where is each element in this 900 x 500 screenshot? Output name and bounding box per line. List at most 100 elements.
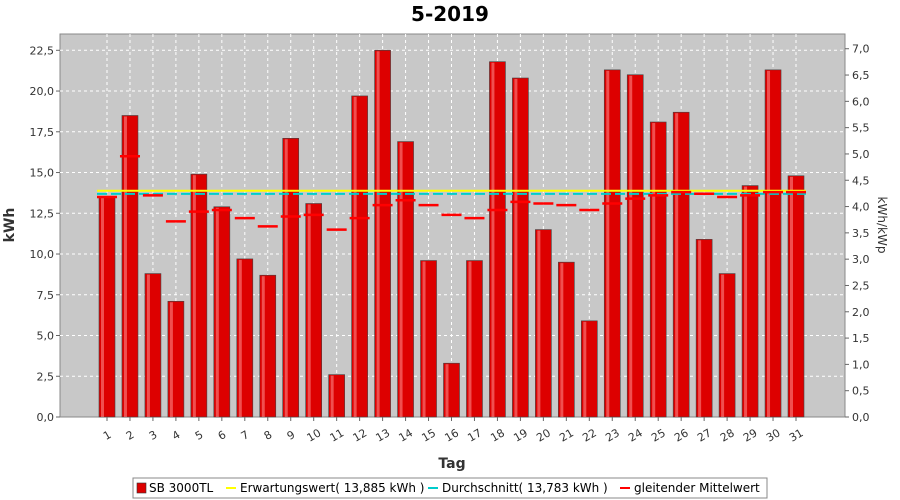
bar-highlight <box>675 113 679 417</box>
x-tick-label: 15 <box>419 426 438 444</box>
x-tick-label: 10 <box>305 426 324 444</box>
y-right-tick-label: 7,0 <box>852 43 870 56</box>
bar-highlight <box>491 62 495 417</box>
bar-highlight <box>468 261 472 417</box>
y-right-tick-label: 5,0 <box>852 148 870 161</box>
x-tick-label: 5 <box>193 428 206 443</box>
bar-highlight <box>192 175 196 417</box>
x-tick-label: 20 <box>534 426 553 444</box>
y-right-tick-label: 5,5 <box>852 122 870 135</box>
x-tick-label: 26 <box>672 426 691 444</box>
y-right-tick-label: 6,5 <box>852 69 870 82</box>
legend-swatch <box>136 482 147 494</box>
right-axis: 0,0 0,5 1,0 1,5 2,0 2,5 3,0 3,5 4,0 4,5 5,0 5,5 6,0 6… <box>845 43 870 424</box>
y-right-tick-label: 4,0 <box>852 201 870 214</box>
legend-label: SB 3000TL <box>149 481 214 495</box>
y-axis-label-right: kWh/kWp <box>875 197 889 254</box>
y-tick-label: 17,5 <box>30 126 55 139</box>
y-tick-label: 5,0 <box>37 330 55 343</box>
x-axis: 1 2 3 4 5 6 7 8 9 10 11 12 13 14 15 16 17 18 19 20 21 22 23 24 2… <box>101 417 806 445</box>
x-tick-label: 1 <box>101 428 114 443</box>
y-tick-label: 2,5 <box>37 370 55 383</box>
x-tick-label: 31 <box>787 426 806 444</box>
bar-highlight <box>376 51 380 417</box>
chart-title: 5-2019 <box>411 2 489 26</box>
bar-highlight <box>652 123 656 417</box>
y-right-tick-label: 0,0 <box>852 411 870 424</box>
x-tick-label: 23 <box>603 426 622 444</box>
x-tick-label: 12 <box>351 426 370 444</box>
x-tick-label: 16 <box>442 426 461 444</box>
legend-label: Durchschnitt( 13,783 kWh ) <box>442 481 608 495</box>
lines <box>97 154 806 231</box>
bar-highlight <box>583 321 587 417</box>
x-tick-label: 28 <box>718 426 737 444</box>
bar-highlight <box>767 70 771 417</box>
y-tick-label: 7,5 <box>37 289 55 302</box>
legend-box <box>132 477 768 499</box>
y-right-tick-label: 2,5 <box>852 279 870 292</box>
x-tick-label: 8 <box>262 428 275 443</box>
x-tick-label: 14 <box>397 426 416 444</box>
bar-highlight <box>399 142 403 417</box>
x-tick-label: 30 <box>764 426 783 444</box>
y-tick-label: 20,0 <box>30 85 55 98</box>
bar-highlight <box>744 186 748 417</box>
bar-highlight <box>560 263 564 417</box>
bar-highlight <box>146 274 150 417</box>
x-tick-label: 25 <box>649 426 668 444</box>
x-tick-label: 19 <box>511 426 530 444</box>
y-tick-label: 15,0 <box>30 167 55 180</box>
y-tick-label: 0,0 <box>37 411 55 424</box>
bar-highlight <box>261 276 265 417</box>
bar-highlight <box>169 302 173 417</box>
legend-label: Erwartungswert( 13,885 kWh ) <box>240 481 424 495</box>
y-right-tick-label: 3,5 <box>852 227 870 240</box>
y-right-tick-label: 0,5 <box>852 385 870 398</box>
x-tick-label: 29 <box>741 426 760 444</box>
y-right-tick-label: 1,5 <box>852 332 870 345</box>
left-axis: 0,0 2,5 5,0 7,5 10,0 12,5 15,0 17,5 20,0 22,5 <box>30 44 60 424</box>
bar-highlight <box>537 230 541 417</box>
y-right-tick-label: 3,0 <box>852 253 870 266</box>
y-tick-label: 12,5 <box>30 207 55 220</box>
x-tick-label: 2 <box>124 428 137 443</box>
legend-label: gleitender Mittelwert <box>634 481 760 495</box>
y-right-tick-label: 1,0 <box>852 358 870 371</box>
y-right-tick-label: 6,0 <box>852 95 870 108</box>
x-tick-label: 24 <box>626 426 645 444</box>
bar-highlight <box>284 139 288 417</box>
bar-highlight <box>307 204 311 417</box>
bar-highlight <box>123 116 127 417</box>
y-tick-label: 22,5 <box>30 44 55 57</box>
bar-highlight <box>629 75 633 417</box>
x-tick-label: 18 <box>488 426 507 444</box>
bar-highlight <box>215 207 219 417</box>
x-tick-label: 6 <box>216 428 229 443</box>
x-tick-label: 4 <box>170 428 183 443</box>
y-axis-label: kWh <box>2 208 18 243</box>
x-tick-label: 9 <box>285 428 298 443</box>
bar-highlight <box>698 240 702 417</box>
x-tick-label: 17 <box>465 426 484 444</box>
y-right-tick-label: 2,0 <box>852 306 870 319</box>
bar-highlight <box>790 176 793 417</box>
legend: SB 3000TL Erwartungswert( 13,885 kWh ) Dur… <box>132 477 768 499</box>
x-tick-label: 27 <box>695 426 714 444</box>
x-axis-label: Tag <box>438 456 465 472</box>
bar-highlight <box>514 79 518 417</box>
x-tick-label: 22 <box>580 426 599 444</box>
bar-highlight <box>101 197 104 417</box>
bar-highlight <box>330 375 334 417</box>
bar-highlight <box>422 261 426 417</box>
x-tick-label: 7 <box>239 428 252 443</box>
x-tick-label: 3 <box>147 428 160 443</box>
y-tick-label: 10,0 <box>30 248 55 261</box>
bar-highlight <box>606 70 610 417</box>
bar-highlight <box>721 274 725 417</box>
x-tick-label: 21 <box>557 426 576 444</box>
bar-highlight <box>353 96 357 417</box>
bar-highlight <box>445 364 449 417</box>
x-tick-label: 13 <box>374 426 393 444</box>
